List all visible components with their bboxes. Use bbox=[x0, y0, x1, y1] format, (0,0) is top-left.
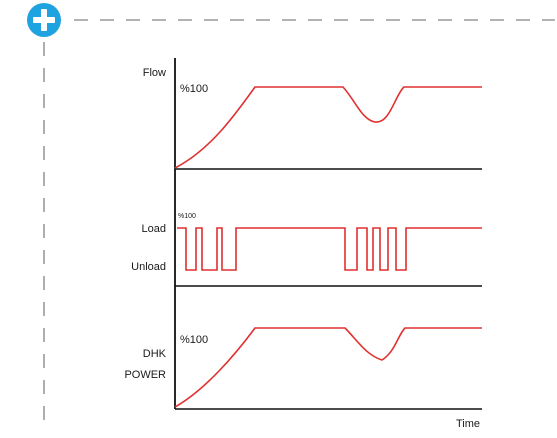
power-curve bbox=[174, 327, 482, 408]
flow-curve bbox=[174, 86, 482, 169]
flow-percent-label: %100 bbox=[180, 83, 208, 95]
power-percent-label: %100 bbox=[180, 334, 208, 346]
power-label: POWER bbox=[124, 369, 166, 381]
load-percent-label: %100 bbox=[178, 213, 196, 220]
add-button[interactable] bbox=[27, 3, 61, 37]
load-label: Load bbox=[142, 223, 166, 235]
load-unload-signal bbox=[177, 227, 482, 271]
flow-label: Flow bbox=[143, 67, 166, 79]
time-label: Time bbox=[456, 418, 480, 430]
dhk-label: DHK bbox=[143, 348, 167, 360]
unload-label: Unload bbox=[131, 261, 166, 273]
